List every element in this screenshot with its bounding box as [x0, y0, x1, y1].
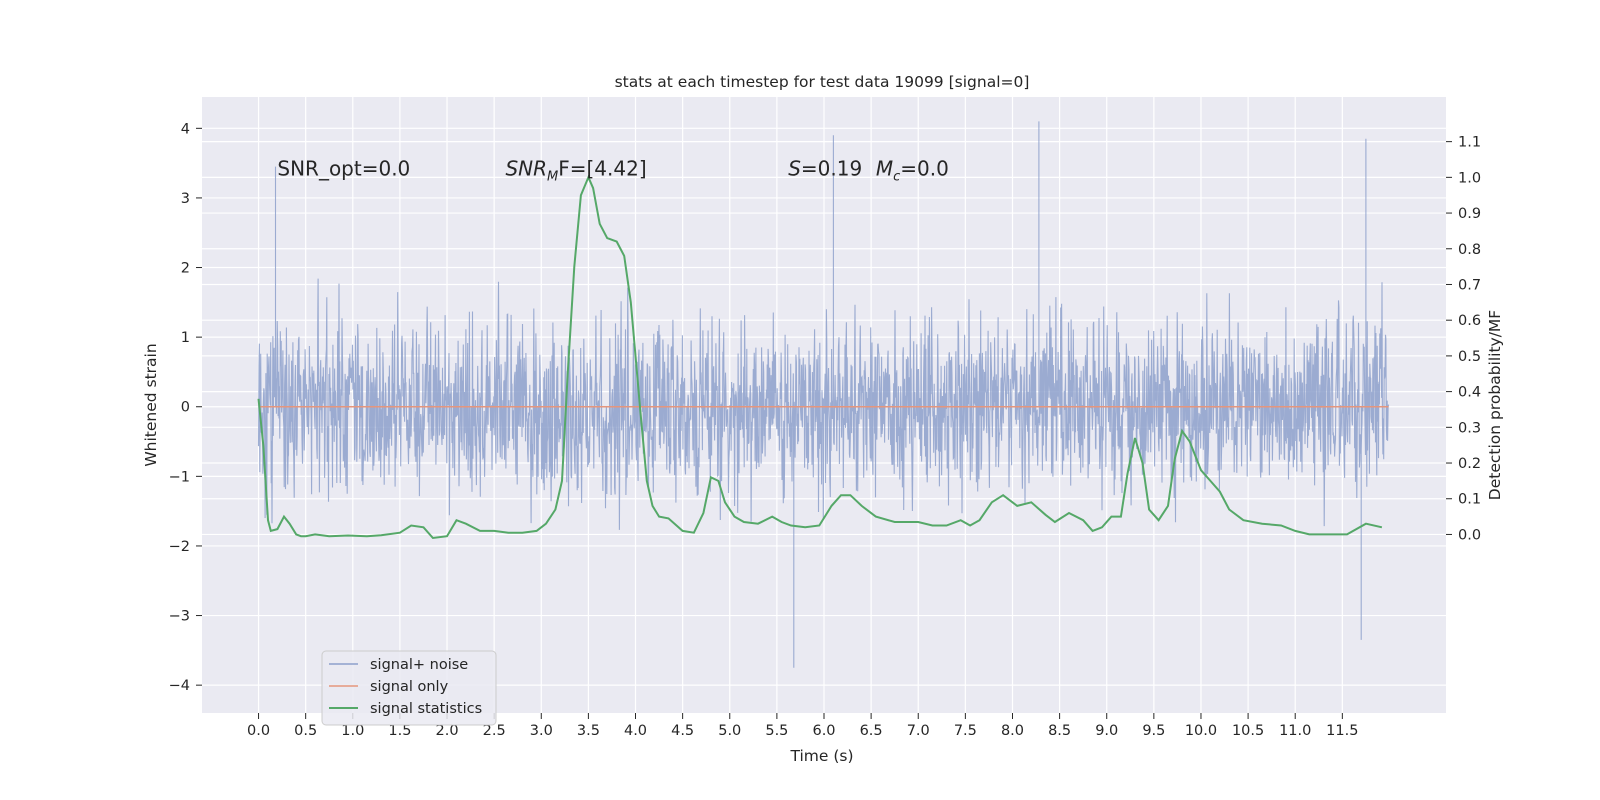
legend-label-signal-statistics: signal statistics: [370, 701, 482, 717]
y-right-tick-label: 0.7: [1458, 277, 1481, 293]
x-tick-label: 6.5: [860, 723, 883, 739]
x-tick-label: 3.5: [577, 723, 600, 739]
plot-series: [257, 121, 1390, 668]
x-tick-label: 7.0: [907, 723, 930, 739]
y-right-tick-label: 0.8: [1458, 242, 1481, 258]
x-tick-label: 6.0: [812, 723, 835, 739]
x-tick-label: 9.5: [1142, 723, 1165, 739]
series-signal-noise: [257, 121, 1390, 668]
x-axis-label: Time (s): [789, 747, 853, 765]
chart-title: stats at each timestep for test data 190…: [615, 73, 1030, 91]
x-tick-label: 9.0: [1095, 723, 1118, 739]
y-axis-label: Whitened strain: [142, 343, 160, 466]
y-tick-label: −4: [169, 678, 190, 694]
x-axis-ticks: 0.0 0.5 1.0 1.5 2.0 2.5 3.0 3.5 4.0 4.5 5.0 5.5 6.0 6…: [247, 713, 1358, 739]
y-right-tick-label: 1.1: [1458, 135, 1481, 151]
annotation-2: S=0.19: [788, 157, 862, 181]
x-tick-label: 1.0: [341, 723, 364, 739]
x-tick-label: 8.5: [1048, 723, 1071, 739]
y-right-axis-label: Detection probability/MF: [1486, 310, 1504, 501]
legend: signal+ noise signal only signal statist…: [321, 650, 497, 726]
y-tick-label: 3: [181, 191, 190, 207]
y-tick-label: −3: [169, 609, 190, 625]
x-tick-label: 11.5: [1326, 723, 1358, 739]
x-tick-label: 2.0: [435, 723, 458, 739]
y-tick-label: 2: [181, 261, 190, 277]
legend-label-signal-noise: signal+ noise: [370, 657, 468, 673]
x-tick-label: 10.5: [1232, 723, 1264, 739]
x-tick-label: 5.0: [718, 723, 741, 739]
y-right-tick-label: 0.9: [1458, 206, 1481, 222]
y-right-tick-label: 0.1: [1458, 492, 1481, 508]
x-tick-label: 7.5: [954, 723, 977, 739]
legend-frame: [321, 650, 497, 726]
y-right-axis-ticks: 1.1 1.0 0.9 0.8 0.7 0.6 0.5 0.4 0.3 0.2 0.1 0.0: [1446, 135, 1481, 543]
x-tick-label: 4.0: [624, 723, 647, 739]
x-tick-label: 1.5: [388, 723, 411, 739]
series-signal-statistics: [257, 174, 1383, 540]
y-right-tick-label: 0.5: [1458, 349, 1481, 365]
x-tick-label: 2.5: [483, 723, 506, 739]
x-tick-label: 8.0: [1001, 723, 1024, 739]
y-right-tick-label: 0.4: [1458, 385, 1481, 401]
x-tick-label: 5.5: [765, 723, 788, 739]
legend-label-signal-only: signal only: [370, 679, 449, 695]
y-right-tick-label: 0.0: [1458, 527, 1481, 543]
annotation-1: SNRMF=[4.42]: [505, 157, 646, 185]
y-right-tick-label: 0.2: [1458, 456, 1481, 472]
x-tick-label: 10.0: [1185, 723, 1217, 739]
y-tick-label: −1: [169, 469, 190, 485]
y-right-tick-label: 0.6: [1458, 313, 1481, 329]
x-tick-label: 0.0: [247, 723, 270, 739]
y-axis-ticks: 4 3 2 1 0 −1 −2 −3 −4: [169, 121, 202, 694]
x-tick-label: 11.0: [1279, 723, 1311, 739]
annotation-3: Mc=0.0: [876, 157, 949, 185]
y-tick-label: 0: [181, 400, 190, 416]
x-tick-label: 3.0: [530, 723, 553, 739]
y-tick-label: 4: [181, 121, 190, 137]
annotations: SNR_opt=0.0 SNRMF=[4.42] S=0.19 Mc=0.0: [277, 157, 948, 185]
y-tick-label: 1: [181, 330, 190, 346]
x-tick-label: 0.5: [294, 723, 317, 739]
y-right-tick-label: 0.3: [1458, 420, 1481, 436]
x-tick-label: 4.5: [671, 723, 694, 739]
y-tick-label: −2: [169, 539, 190, 555]
annotation-0: SNR_opt=0.0: [277, 157, 410, 181]
y-right-tick-label: 1.0: [1458, 170, 1481, 186]
